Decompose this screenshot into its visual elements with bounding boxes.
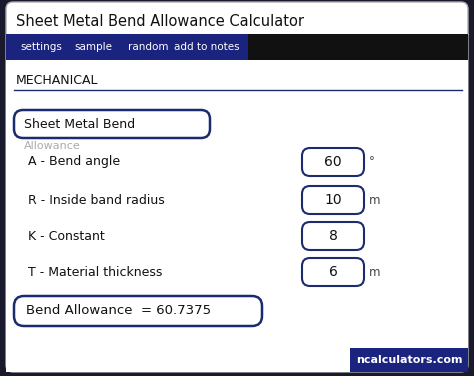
Text: random: random <box>128 42 168 52</box>
Text: 8: 8 <box>328 229 337 243</box>
FancyBboxPatch shape <box>302 148 364 176</box>
Text: settings: settings <box>20 42 62 52</box>
Text: °: ° <box>369 156 375 168</box>
Text: m: m <box>369 265 381 279</box>
Text: A - Bend angle: A - Bend angle <box>28 156 120 168</box>
FancyBboxPatch shape <box>14 110 210 138</box>
Text: R - Inside band radius: R - Inside band radius <box>28 194 165 206</box>
Text: Sheet Metal Bend Allowance Calculator: Sheet Metal Bend Allowance Calculator <box>16 15 304 29</box>
FancyBboxPatch shape <box>302 222 364 250</box>
Text: Bend Allowance  = 60.7375: Bend Allowance = 60.7375 <box>26 305 211 317</box>
Bar <box>6 60 468 372</box>
Text: m: m <box>369 194 381 206</box>
Text: Sheet Metal Bend: Sheet Metal Bend <box>24 117 135 130</box>
Text: ncalculators.com: ncalculators.com <box>356 355 462 365</box>
Text: sample: sample <box>74 42 112 52</box>
Text: K - Constant: K - Constant <box>28 229 105 243</box>
Text: 60: 60 <box>324 155 342 169</box>
FancyBboxPatch shape <box>302 186 364 214</box>
Text: T - Material thickness: T - Material thickness <box>28 265 163 279</box>
Bar <box>6 34 248 60</box>
Text: add to notes: add to notes <box>174 42 240 52</box>
Text: MECHANICAL: MECHANICAL <box>16 73 99 86</box>
Bar <box>248 34 468 60</box>
FancyBboxPatch shape <box>6 2 468 372</box>
FancyBboxPatch shape <box>14 296 262 326</box>
Text: 10: 10 <box>324 193 342 207</box>
Text: Allowance: Allowance <box>24 141 81 151</box>
FancyBboxPatch shape <box>302 258 364 286</box>
Text: 6: 6 <box>328 265 337 279</box>
Bar <box>350 348 468 372</box>
